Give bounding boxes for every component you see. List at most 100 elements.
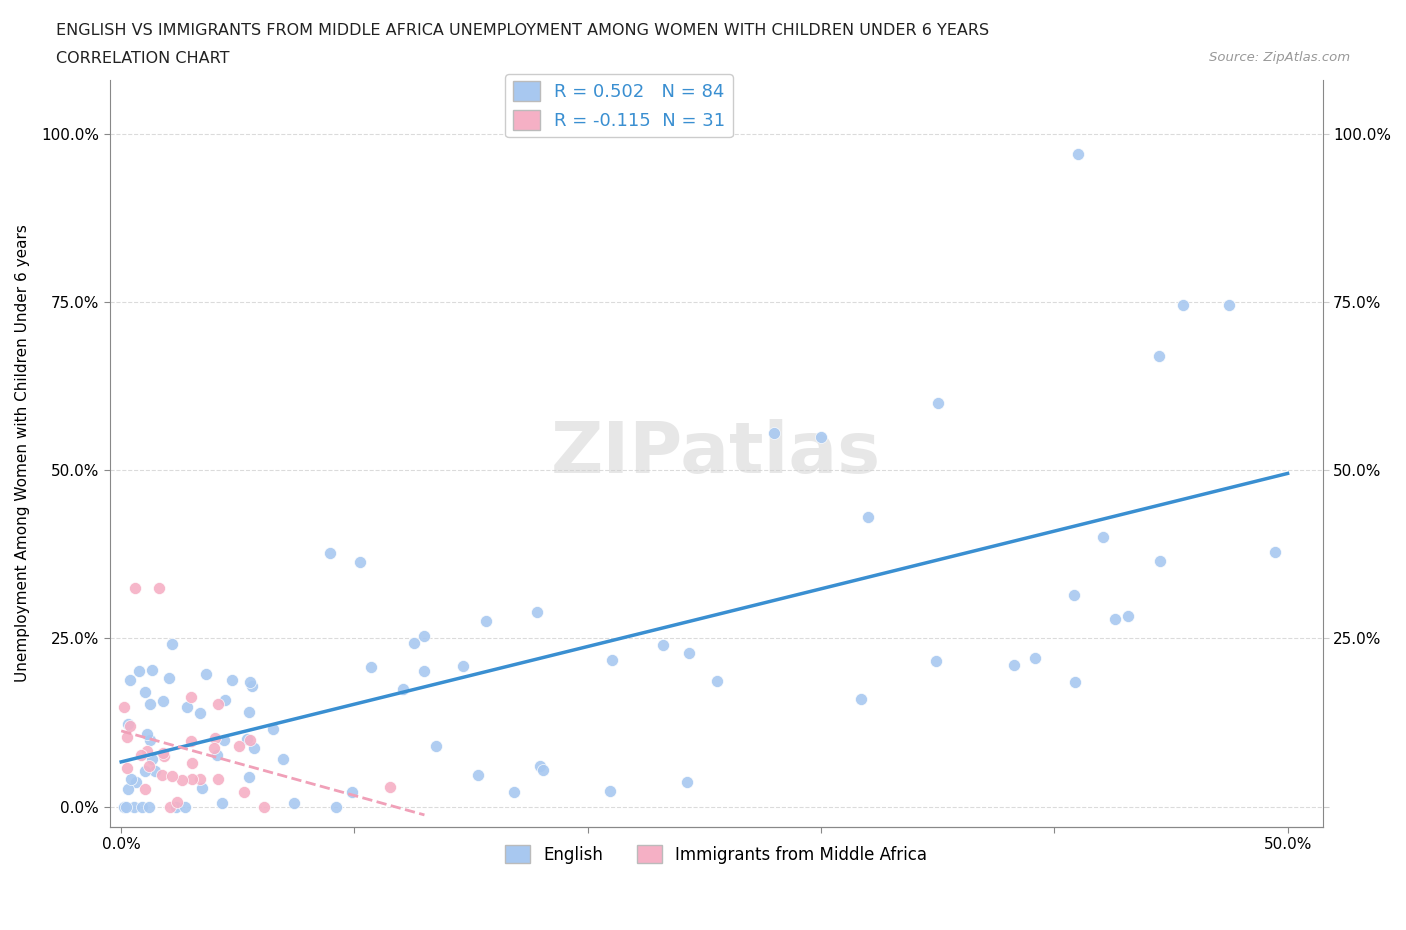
Point: [1092, 529, 1115, 544]
Point: [360, 660, 382, 675]
Point: [1063, 588, 1085, 603]
Point: [112, 699, 135, 714]
Point: [283, 796, 305, 811]
Point: [325, 799, 347, 814]
Point: [678, 645, 700, 660]
Point: [1116, 609, 1139, 624]
Point: [120, 772, 142, 787]
Point: [342, 784, 364, 799]
Point: [159, 799, 181, 814]
Point: [143, 764, 166, 778]
Point: [349, 554, 371, 569]
Point: [391, 682, 413, 697]
Point: [529, 759, 551, 774]
Point: [467, 767, 489, 782]
Point: [115, 799, 138, 814]
Point: [319, 545, 342, 560]
Point: [262, 722, 284, 737]
Point: [1002, 658, 1025, 672]
Point: [174, 799, 197, 814]
Point: [238, 705, 260, 720]
Point: [211, 795, 233, 810]
Point: [117, 716, 139, 731]
Point: [124, 775, 146, 790]
Point: [526, 605, 548, 620]
Point: [238, 769, 260, 784]
Point: [676, 775, 699, 790]
Point: [112, 799, 135, 814]
Point: [425, 738, 447, 753]
Point: [475, 613, 498, 628]
Point: [141, 663, 163, 678]
Point: [115, 729, 138, 744]
Point: [1024, 650, 1046, 665]
Point: [706, 673, 728, 688]
Point: [652, 638, 675, 653]
Point: [160, 637, 183, 652]
Point: [138, 758, 160, 773]
Point: [204, 731, 226, 746]
Point: [157, 671, 180, 685]
Point: [195, 667, 218, 682]
Point: [188, 772, 211, 787]
Point: [191, 780, 214, 795]
Point: [172, 773, 194, 788]
Legend: English, Immigrants from Middle Africa: English, Immigrants from Middle Africa: [499, 839, 934, 870]
Point: [1066, 147, 1088, 162]
Point: [810, 429, 832, 444]
Point: [927, 395, 949, 410]
Y-axis label: Unemployment Among Women with Children Under 6 years: Unemployment Among Women with Children U…: [15, 224, 30, 683]
Text: ENGLISH VS IMMIGRANTS FROM MIDDLE AFRICA UNEMPLOYMENT AMONG WOMEN WITH CHILDREN : ENGLISH VS IMMIGRANTS FROM MIDDLE AFRICA…: [56, 23, 990, 38]
Point: [134, 685, 156, 700]
Point: [188, 706, 211, 721]
Point: [271, 752, 294, 767]
Point: [152, 694, 174, 709]
Text: CORRELATION CHART: CORRELATION CHART: [56, 51, 229, 66]
Point: [205, 748, 228, 763]
Point: [925, 654, 948, 669]
Point: [412, 629, 434, 644]
Point: [136, 743, 159, 758]
Point: [165, 799, 187, 814]
Point: [232, 785, 254, 800]
Point: [214, 692, 236, 707]
Point: [141, 751, 163, 766]
Point: [152, 749, 174, 764]
Text: Source: ZipAtlas.com: Source: ZipAtlas.com: [1209, 51, 1350, 64]
Point: [115, 761, 138, 776]
Point: [378, 779, 401, 794]
Point: [180, 772, 202, 787]
Point: [160, 768, 183, 783]
Point: [117, 782, 139, 797]
Point: [242, 740, 264, 755]
Point: [1064, 674, 1087, 689]
Point: [152, 745, 174, 760]
Point: [128, 663, 150, 678]
Point: [502, 785, 524, 800]
Point: [180, 755, 202, 770]
Point: [1171, 298, 1194, 312]
Point: [451, 658, 474, 673]
Point: [1104, 612, 1126, 627]
Point: [856, 510, 879, 525]
Point: [134, 764, 156, 778]
Point: [413, 664, 436, 679]
Point: [118, 719, 141, 734]
Point: [1264, 545, 1286, 560]
Point: [166, 794, 188, 809]
Point: [131, 799, 153, 814]
Point: [150, 768, 173, 783]
Point: [207, 772, 229, 787]
Point: [212, 733, 235, 748]
Point: [402, 636, 425, 651]
Point: [176, 699, 198, 714]
Point: [139, 697, 162, 711]
Point: [1149, 349, 1171, 364]
Point: [240, 678, 263, 693]
Point: [253, 799, 276, 814]
Point: [239, 733, 262, 748]
Point: [236, 731, 259, 746]
Point: [148, 580, 170, 595]
Point: [180, 734, 202, 749]
Point: [138, 799, 160, 814]
